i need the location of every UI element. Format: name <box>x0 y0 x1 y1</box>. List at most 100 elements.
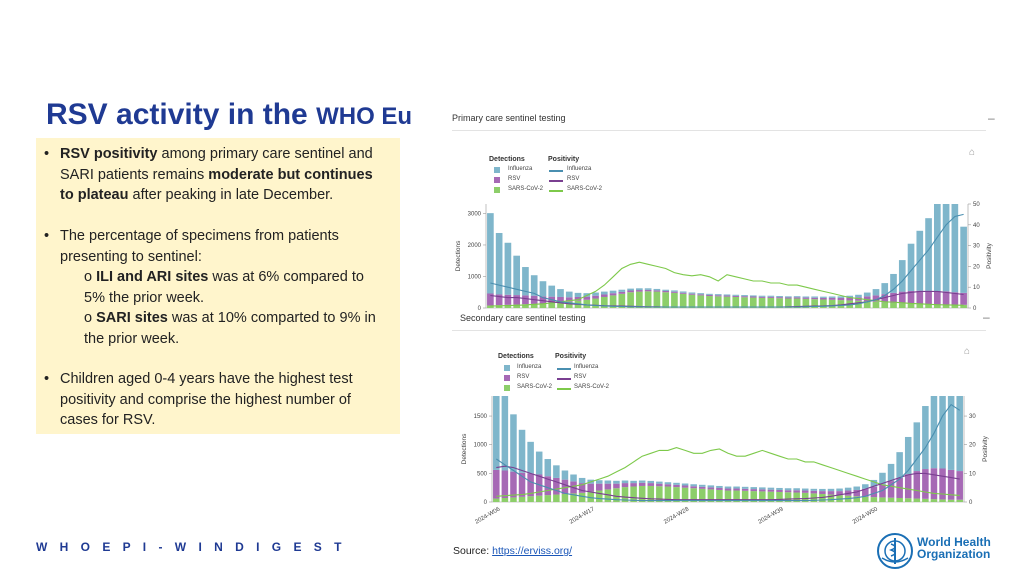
bar-sars <box>828 299 836 308</box>
bar-influenza <box>819 488 826 492</box>
bar-sars <box>785 298 792 308</box>
bar-rsv <box>714 295 722 297</box>
y-tick-label: 3000 <box>468 211 482 217</box>
who-logo-text: World Health Organization <box>917 536 991 560</box>
bar-sars <box>820 299 827 308</box>
bar-influenza <box>673 482 680 485</box>
bar-sars <box>613 488 620 502</box>
bar-rsv <box>837 297 845 301</box>
bar-rsv <box>810 490 818 494</box>
source-link[interactable]: https://erviss.org/ <box>492 545 573 557</box>
bar-influenza <box>844 487 852 491</box>
bar-rsv <box>776 489 783 492</box>
bar-rsv <box>741 488 749 491</box>
bar-rsv <box>681 485 689 488</box>
bar-rsv <box>916 290 924 304</box>
bar-rsv <box>933 290 941 305</box>
bar-influenza <box>890 273 897 293</box>
bar-influenza <box>767 487 775 490</box>
bar-influenza <box>636 288 643 291</box>
x-tick-label: 2024-W28 <box>663 506 691 525</box>
bar-sars <box>942 304 950 308</box>
bar-rsv <box>846 297 854 301</box>
bar-influenza <box>618 289 626 292</box>
bar-rsv <box>638 482 646 486</box>
bar-rsv <box>510 471 517 498</box>
bar-influenza <box>879 472 886 485</box>
bar-rsv <box>487 293 494 306</box>
bullet-2-sub-2: o SARI sites was at 10% comparted to 9% … <box>84 308 394 329</box>
bar-influenza <box>907 243 915 291</box>
primary-care-panel: Primary care sentinel testing – ⌂ Detect… <box>448 106 1000 310</box>
bar-rsv <box>600 294 608 297</box>
bar-influenza <box>846 295 854 298</box>
bar-rsv <box>862 488 869 497</box>
bar-influenza <box>714 294 722 296</box>
divider <box>452 330 986 331</box>
bar-sars <box>898 303 906 308</box>
collapse-icon[interactable]: – <box>983 310 990 324</box>
bar-influenza <box>810 488 818 491</box>
bar-influenza <box>535 451 543 475</box>
bar-sars <box>487 305 494 308</box>
bar-rsv <box>664 484 672 487</box>
bar-sars <box>758 297 766 308</box>
bar-influenza <box>596 480 603 484</box>
bar-sars <box>583 299 591 308</box>
bar-rsv <box>647 483 655 486</box>
bar-rsv <box>644 289 652 292</box>
bullet-1-bold: RSV positivity <box>60 146 158 162</box>
bar-rsv <box>522 295 529 305</box>
positivity-line-sars <box>496 447 960 497</box>
bar-sars <box>707 489 715 502</box>
legend-swatch-sars <box>494 187 500 193</box>
slide-title: RSV activity in the WHO Eu <box>46 98 412 132</box>
bar-rsv <box>553 477 560 495</box>
bar-sars <box>793 298 801 308</box>
bar-rsv <box>527 473 534 497</box>
bar-sars <box>741 490 749 502</box>
home-icon[interactable]: ⌂ <box>964 346 971 357</box>
bar-influenza <box>518 429 526 473</box>
bar-influenza <box>493 396 500 470</box>
legend-pos-rsv: RSV <box>574 374 587 380</box>
bar-influenza <box>662 289 669 291</box>
sub-2-bold: SARI sites <box>96 310 168 326</box>
bar-rsv <box>724 488 732 491</box>
bar-sars <box>513 304 521 308</box>
bar-influenza <box>820 296 827 298</box>
bar-influenza <box>942 204 950 292</box>
bar-rsv <box>828 297 836 300</box>
bar-influenza <box>870 479 878 487</box>
bar-sars <box>933 304 941 308</box>
bullet-1-text-1: among primary care sentinel and <box>157 146 373 162</box>
bar-sars <box>518 496 526 502</box>
home-icon[interactable]: ⌂ <box>969 147 976 158</box>
bar-influenza <box>855 294 862 298</box>
bar-rsv <box>495 294 503 306</box>
bar-influenza <box>733 486 740 489</box>
bar-influenza <box>548 285 556 297</box>
bar-rsv <box>662 290 669 293</box>
bar-influenza <box>561 470 569 480</box>
bar-sars <box>662 292 669 308</box>
bar-influenza <box>933 204 941 291</box>
y2-tick-label: 20 <box>969 443 976 449</box>
bar-influenza <box>539 281 547 297</box>
bar-sars <box>681 487 689 502</box>
collapse-icon[interactable]: – <box>988 111 995 125</box>
sub-2-text: was at 10% comparted to 9% in <box>167 310 376 326</box>
legend-rsv: RSV <box>508 176 521 182</box>
bar-rsv <box>653 290 661 292</box>
bar-influenza <box>557 289 564 297</box>
bar-rsv <box>960 292 967 305</box>
bar-rsv <box>679 292 687 294</box>
bar-rsv <box>627 290 634 293</box>
panel-title: Secondary care sentinel testing <box>460 313 586 323</box>
bar-rsv <box>587 483 594 492</box>
bar-influenza <box>630 480 637 484</box>
bar-sars <box>493 498 500 502</box>
bar-sars <box>647 485 655 502</box>
bar-sars <box>879 497 886 502</box>
bar-sars <box>956 499 963 502</box>
